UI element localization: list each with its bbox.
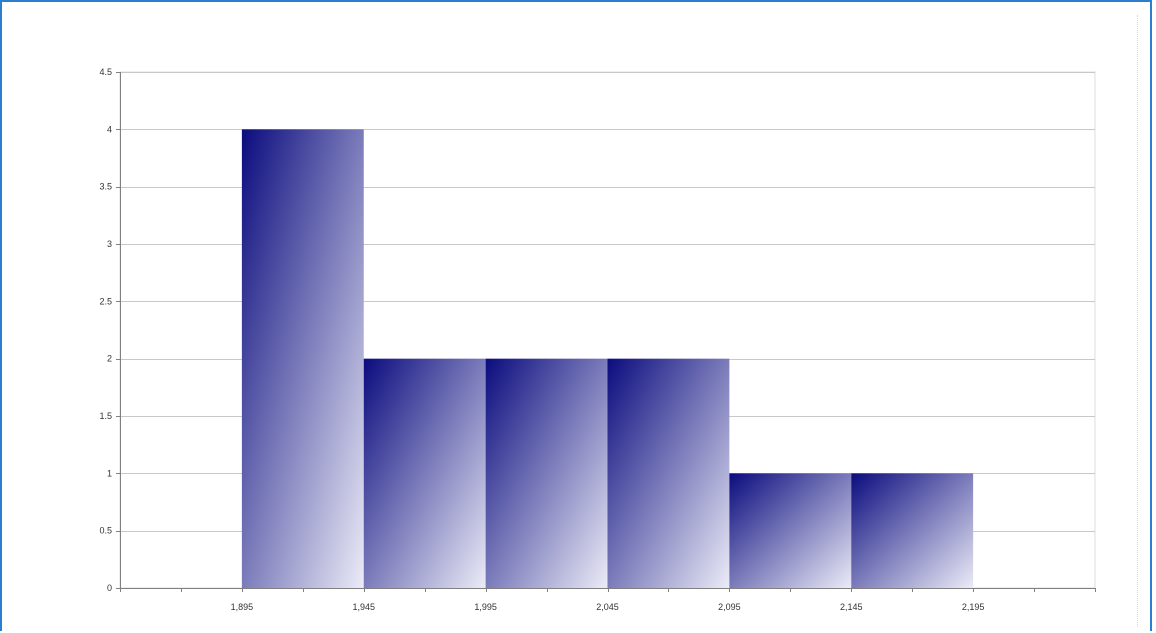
x-tick-label: 1,895 [231,602,254,612]
x-tick-label: 1,945 [352,602,375,612]
axes [116,72,1096,592]
x-tick-label: 1,995 [474,602,497,612]
histogram-bar [241,129,364,589]
dotted-edge [1137,15,1138,627]
y-tick-label: 1.5 [99,411,112,421]
x-tick-label: 2,045 [596,602,619,612]
histogram-bar [851,473,974,588]
x-tick-label: 2,095 [718,602,741,612]
y-axis-tick-labels: 0 0.5 1 1.5 2 2.5 3 3.5 4 4.5 [99,67,112,593]
y-tick-label: 3 [107,239,112,249]
y-tick-label: 1 [107,468,112,478]
bars [241,129,974,589]
y-tick-label: 2.5 [99,296,112,306]
histogram-bar [363,358,486,588]
y-tick-label: 2 [107,354,112,364]
y-tick-label: 3.5 [99,182,112,192]
y-tick-label: 0.5 [99,526,112,536]
y-tick-label: 4 [107,124,112,134]
histogram-bar [607,358,730,588]
y-tick-label: 0 [107,583,112,593]
x-tick-label: 2,145 [840,602,863,612]
x-axis-tick-labels: 1,895 1,945 1,995 2,045 2,095 2,145 2,195 [231,602,985,612]
x-tick-label: 2,195 [962,602,985,612]
histogram-bar [729,473,852,588]
histogram-bar [485,358,608,588]
y-tick-label: 4.5 [99,67,112,77]
